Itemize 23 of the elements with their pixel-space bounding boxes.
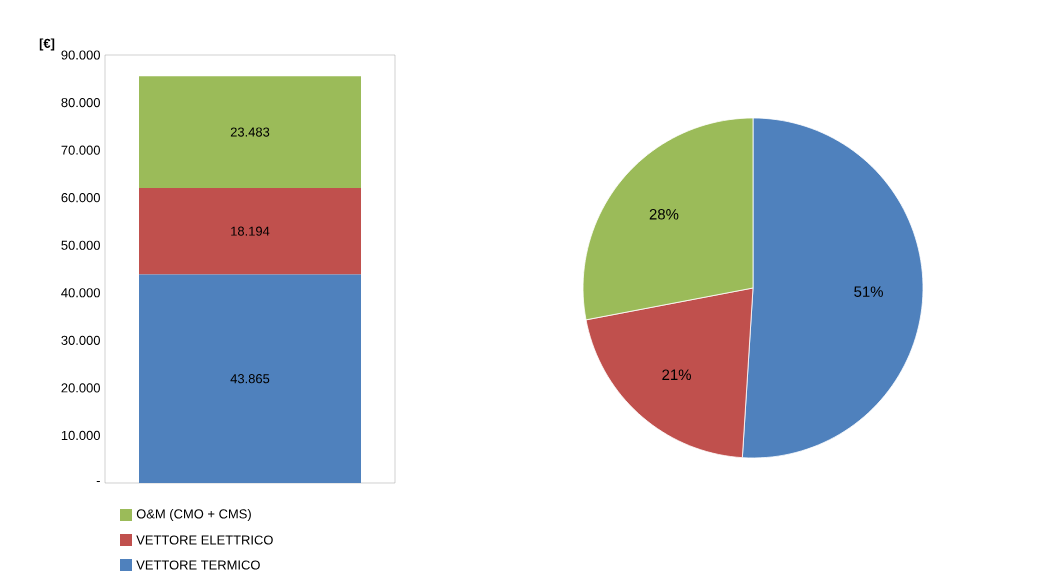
y-tick-label: 70.000 xyxy=(61,145,100,155)
y-tick-label: 30.000 xyxy=(61,335,100,345)
data-label: 28% xyxy=(649,209,679,220)
y-tick-label: - xyxy=(96,481,100,483)
bar xyxy=(139,76,361,188)
data-label: 23.483 xyxy=(230,127,270,137)
data-label: 21% xyxy=(662,369,691,380)
legend-label: VETTORE ELETTRICO xyxy=(136,535,273,545)
y-tick-label: 60.000 xyxy=(61,193,100,203)
y-tick-label: 90.000 xyxy=(61,50,100,60)
data-label: 51% xyxy=(854,286,883,297)
y-tick-label: 40.000 xyxy=(61,288,100,298)
y-axis-title: [€] xyxy=(39,38,55,51)
y-tick-label: 50.000 xyxy=(61,240,100,250)
legend-label: O&M (CMO + CMS) xyxy=(136,508,251,522)
data-label: 43.865 xyxy=(230,374,270,384)
data-label: 18.194 xyxy=(231,226,270,236)
y-tick-label: 20.000 xyxy=(61,383,100,393)
bar xyxy=(139,187,361,275)
y-tick-label: 80.000 xyxy=(61,97,100,108)
y-tick-label: 10.000 xyxy=(61,430,100,441)
bar xyxy=(139,274,361,483)
legend-label: VETTORE TERMICO xyxy=(136,560,260,570)
